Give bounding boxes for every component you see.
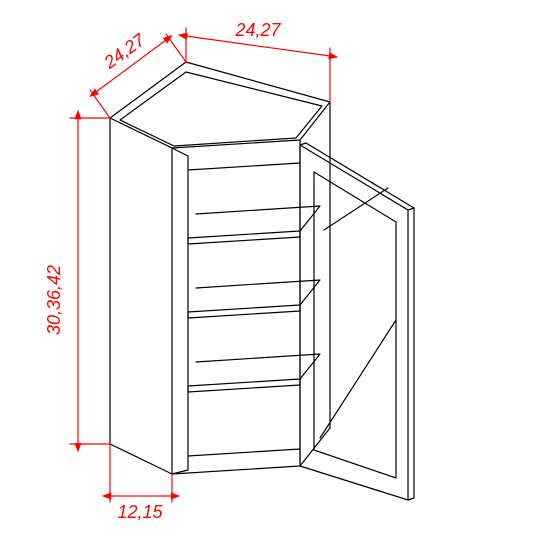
dim-height: 30,36,42 xyxy=(44,118,110,444)
dim-height-label: 30,36,42 xyxy=(44,265,64,335)
dim-width-label: 24,27 xyxy=(234,20,281,40)
dim-depth: 24,27 xyxy=(90,29,186,118)
dim-face: 12,15 xyxy=(110,444,172,522)
cabinet-diagram: 30,36,42 24,27 24,27 12,15 xyxy=(0,0,533,533)
dim-face-label: 12,15 xyxy=(117,502,163,522)
dim-depth-label: 24,27 xyxy=(100,29,150,73)
glass-door xyxy=(300,143,414,500)
